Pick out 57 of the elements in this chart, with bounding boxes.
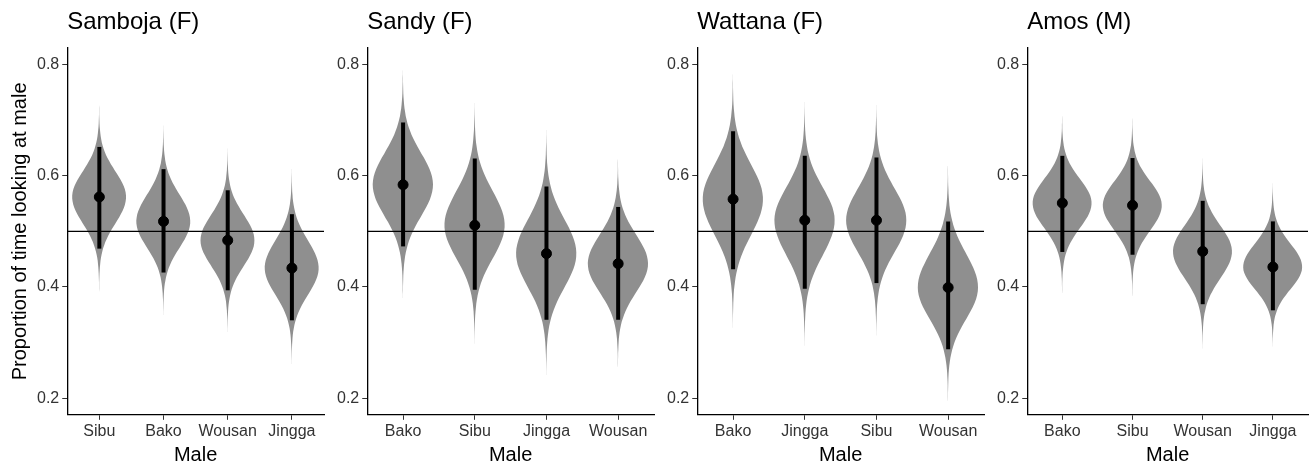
chart-title: Samboja (F) (67, 6, 200, 34)
x-axis-title: Male (818, 442, 863, 465)
x-tick-label: Sibu (860, 421, 893, 439)
y-tick-label: 0.2 (36, 388, 60, 406)
point (1127, 199, 1139, 211)
point (397, 179, 409, 191)
y-tick-label: 0.4 (36, 277, 60, 295)
point (222, 234, 234, 246)
point (469, 219, 481, 231)
x-tick-label: Bako (384, 421, 422, 439)
x-tick-label: Jingga (1249, 421, 1297, 439)
point (942, 282, 954, 294)
point (1056, 197, 1068, 209)
point (727, 193, 739, 205)
x-tick-label: Wousan (1173, 421, 1232, 439)
y-tick-label: 0.6 (336, 166, 360, 184)
y-tick-label: 0.6 (666, 166, 690, 184)
y-tick-label: 0.8 (996, 55, 1020, 73)
x-tick-label: Jingga (781, 421, 829, 439)
point (93, 191, 105, 203)
x-axis-title: Male (173, 442, 218, 465)
y-tick-label: 0.8 (36, 55, 60, 73)
point (286, 262, 298, 274)
point (158, 215, 170, 227)
y-tick-label: 0.6 (996, 166, 1020, 184)
x-axis-title: Male (1145, 442, 1190, 465)
point (1267, 261, 1279, 273)
x-tick-label: Sibu (83, 421, 116, 439)
y-tick-label: 0.8 (666, 55, 690, 73)
point (1197, 245, 1209, 257)
x-tick-label: Wousan (588, 421, 648, 439)
y-tick-label: 0.2 (666, 388, 690, 406)
x-axis-title: Male (488, 442, 533, 465)
x-tick-label: Bako (1044, 421, 1081, 439)
y-tick-label: 0.4 (336, 277, 360, 295)
point (540, 248, 552, 260)
chart-title: Sandy (F) (367, 6, 473, 34)
point (870, 214, 882, 226)
y-tick-label: 0.4 (996, 277, 1020, 295)
x-tick-label: Wousan (198, 421, 257, 439)
y-tick-label: 0.4 (666, 277, 690, 295)
x-tick-label: Wousan (918, 421, 978, 439)
y-tick-label: 0.6 (36, 166, 60, 184)
point (612, 258, 624, 270)
x-tick-label: Jingga (268, 421, 316, 439)
y-tick-label: 0.2 (336, 388, 360, 406)
x-tick-label: Sibu (458, 421, 491, 439)
chart-title: Wattana (F) (697, 6, 824, 34)
chart-title: Amos (M) (1027, 6, 1132, 34)
x-tick-label: Jingga (522, 421, 571, 439)
y-tick-label: 0.2 (996, 388, 1020, 406)
x-tick-label: Sibu (1116, 421, 1149, 439)
x-tick-label: Bako (145, 421, 182, 439)
point (799, 214, 811, 226)
y-tick-label: 0.8 (336, 55, 360, 73)
y-axis-title: Proportion of time looking at male (7, 82, 30, 381)
x-tick-label: Bako (714, 421, 752, 439)
